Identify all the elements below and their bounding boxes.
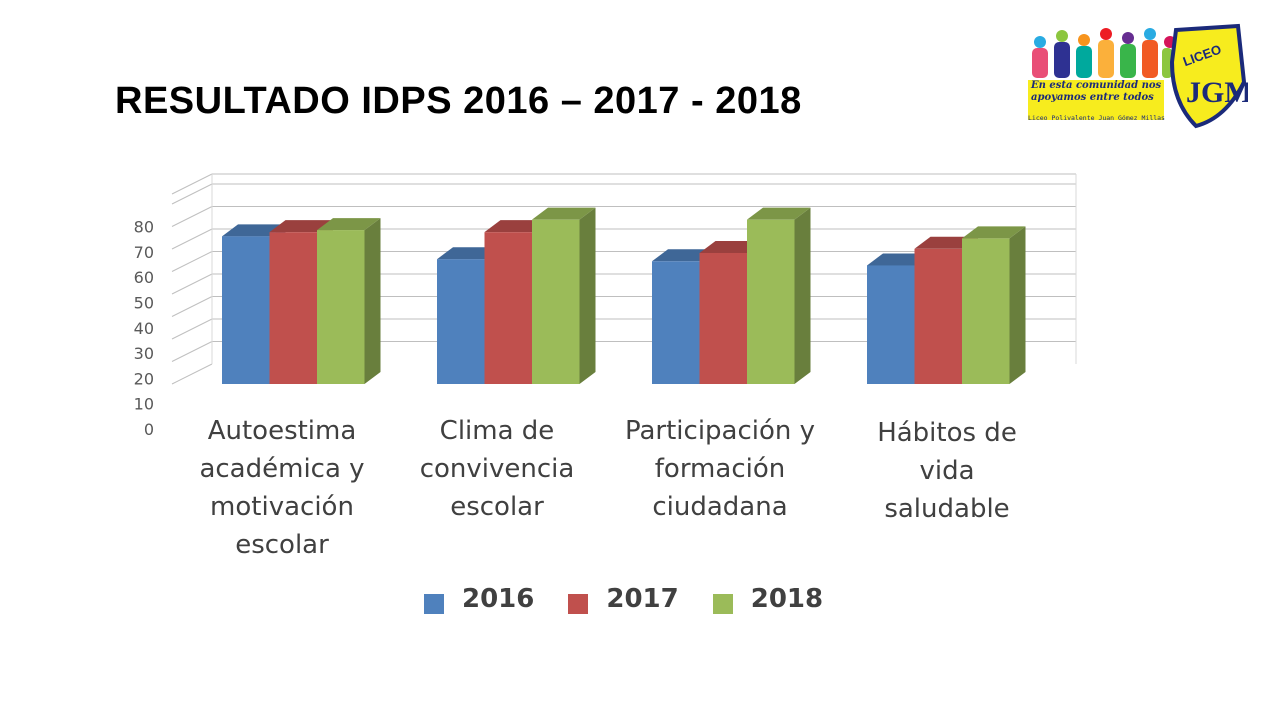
bar-top (269, 220, 333, 233)
side-gridline-top (171, 173, 213, 195)
side-gridline (171, 318, 213, 340)
side-gridline (171, 183, 213, 205)
logo-slogan-line-2: apoyamos entre todos (1031, 92, 1154, 103)
legend-swatch (424, 594, 444, 614)
x-category-label-line: escolar (235, 530, 329, 560)
bar (962, 238, 1010, 384)
side-gridline (171, 251, 213, 272)
y-tick-label: 20 (134, 369, 154, 388)
y-tick-label: 40 (134, 319, 154, 338)
y-tick-label: 30 (134, 344, 154, 363)
bar (867, 265, 915, 384)
logo-slogan: En esta comunidad nos apoyamos entre tod… (1028, 80, 1164, 120)
legend-label: 2018 (750, 584, 824, 614)
logo-slogan-line-1: En esta comunidad nos (1031, 80, 1162, 91)
side-gridline (171, 206, 213, 227)
legend-swatch (568, 594, 589, 614)
bar (652, 261, 700, 384)
x-category-label-line: Hábitos de vida (877, 418, 1017, 486)
x-category-label-line: Clima de (439, 416, 555, 446)
svg-text:JGM: JGM (1186, 76, 1248, 109)
bar (269, 232, 317, 384)
x-category-label: Hábitos de vida saludable (847, 414, 1047, 528)
side-gridline (171, 296, 213, 317)
legend-item: 2016 (424, 584, 534, 614)
side-gridline (171, 228, 213, 250)
y-tick-label: 70 (134, 243, 154, 262)
bar (532, 219, 580, 384)
y-tick-label: 50 (134, 294, 154, 313)
bar (914, 248, 962, 384)
x-category-label-line: académica y (199, 454, 365, 484)
x-category-label-line: motivación (210, 492, 354, 522)
logo-artwork: LICEO JGM (1032, 23, 1253, 129)
y-tick-label: 60 (134, 268, 154, 287)
x-category-label-line: ciudadana (652, 492, 788, 522)
bar (699, 252, 747, 384)
bar-top (962, 226, 1026, 239)
bar-side (364, 218, 381, 384)
chart-legend: 2016 2017 2018 (424, 584, 857, 614)
legend-label: 2017 (606, 584, 679, 614)
side-gridline (171, 341, 213, 362)
bar-side (579, 207, 596, 384)
bar (317, 230, 365, 384)
bar (222, 236, 270, 384)
liceo-shield-icon: LICEO JGM (1169, 23, 1253, 129)
legend-item: 2017 (568, 584, 679, 614)
bar (437, 259, 485, 384)
x-category-label-line: escolar (450, 492, 544, 522)
legend-label: 2016 (462, 584, 535, 614)
y-tick-label: 10 (134, 395, 154, 414)
x-category-label-line: saludable (884, 494, 1010, 524)
x-category-label: Participación y formación ciudadana (615, 412, 825, 526)
side-gridline (171, 273, 213, 295)
school-logo: LICEO JGM En esta comunidad nos apoyamos… (1026, 22, 1253, 130)
bar-side (1009, 226, 1026, 384)
x-category-label: Clima de convivencia escolar (397, 412, 597, 526)
bar (484, 232, 532, 384)
slide-title: RESULTADO IDPS 2016 – 2017 - 2018 (115, 80, 802, 122)
y-tick-label: 0 (144, 420, 154, 439)
bar-side (794, 207, 811, 384)
x-category-label-line: convivencia (419, 454, 575, 484)
bar-top (532, 207, 596, 220)
bar-top (747, 207, 811, 220)
legend-item: 2018 (712, 584, 824, 614)
bar-top (317, 218, 381, 231)
bar (747, 219, 795, 384)
side-gridline (171, 363, 213, 385)
y-tick-label: 80 (134, 218, 154, 237)
logo-school-name: Liceo Polivalente Juan Gómez Millas (1028, 114, 1165, 122)
x-category-label: Autoestima académica y motivación escolar (182, 412, 382, 564)
x-category-label-line: formación (654, 454, 786, 484)
legend-swatch (712, 594, 733, 614)
x-category-label-line: Autoestima (207, 416, 357, 446)
x-category-label-line: Participación y (624, 416, 816, 446)
